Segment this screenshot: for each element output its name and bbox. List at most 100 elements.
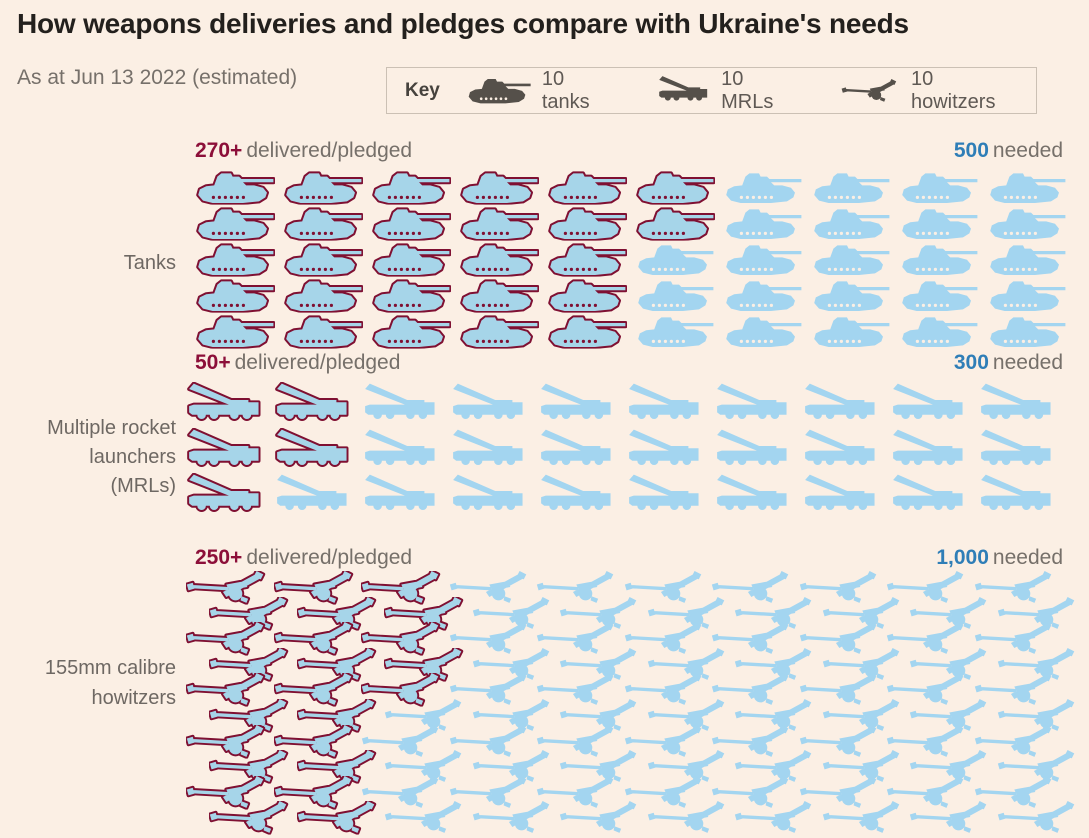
- tank-icon: [466, 77, 532, 105]
- tank-icon-delivered: [283, 171, 363, 205]
- key-item-label: 10 tanks: [541, 67, 590, 113]
- mrl-icon-needed: [538, 473, 616, 517]
- page-title: How weapons deliveries and pledges compa…: [17, 8, 909, 39]
- tank-icon-delivered: [547, 171, 627, 205]
- mrl-icon-needed: [890, 382, 968, 426]
- tank-icon-needed: [899, 171, 979, 205]
- tank-icon-needed: [899, 243, 979, 277]
- tank-icon-delivered: [371, 279, 451, 313]
- mrl-icon-needed: [538, 428, 616, 472]
- tank-icon-needed: [811, 279, 891, 313]
- tank-icon-delivered: [459, 279, 539, 313]
- tank-icon-needed: [899, 315, 979, 349]
- tank-icon-delivered: [371, 171, 451, 205]
- howitzer-icon-needed: [472, 801, 556, 835]
- mrl-icon-needed: [802, 428, 880, 472]
- tank-icon-delivered: [283, 207, 363, 241]
- mrl-icon-needed: [714, 428, 792, 472]
- tank-icon-needed: [723, 207, 803, 241]
- delivered-count: 250+ delivered/pledged: [195, 544, 412, 572]
- section-label-mrls: Multiple rocket launchers (MRLs): [47, 417, 176, 497]
- mrl-icon-needed: [714, 382, 792, 426]
- needed-count: 1,000 needed: [936, 544, 1063, 572]
- key-item-mrls: 10 MRLs: [657, 68, 797, 114]
- key-item-tanks: 10 tanks: [466, 68, 613, 114]
- mrl-icon-needed: [978, 473, 1056, 517]
- tank-icon-needed: [635, 315, 715, 349]
- tank-icon-delivered: [195, 243, 275, 277]
- section-header: 50+ delivered/pledged 300 needed: [0, 349, 1089, 377]
- mrl-icon-needed: [362, 428, 440, 472]
- tank-icon-needed: [635, 279, 715, 313]
- howitzer-icon-needed: [822, 801, 906, 835]
- tank-icon-needed: [987, 207, 1067, 241]
- section-label-tanks: Tanks: [123, 252, 176, 274]
- mrl-icon-needed: [978, 428, 1056, 472]
- tank-icon-needed: [987, 315, 1067, 349]
- tank-icon-needed: [899, 207, 979, 241]
- mrl-icon-needed: [538, 382, 616, 426]
- key-item-label: 10 MRLs: [721, 67, 774, 113]
- mrl-icon-needed: [802, 473, 880, 517]
- legend-key: Key 10 tanks 10 MRLs 10 howitzers: [386, 67, 1037, 114]
- section-header: 270+ delivered/pledged 500 needed: [0, 137, 1089, 165]
- tank-icon-delivered: [283, 279, 363, 313]
- tank-icon-needed: [811, 171, 891, 205]
- mrl-icon-delivered: [186, 473, 264, 517]
- tank-icon-delivered: [459, 171, 539, 205]
- tank-icon-needed: [811, 243, 891, 277]
- key-item-howitzers: 10 howitzers: [841, 68, 1018, 114]
- howitzer-icon-needed: [734, 801, 818, 835]
- mrl-icon: [657, 75, 711, 105]
- tank-icon-delivered: [195, 279, 275, 313]
- needed-suffix: needed: [992, 351, 1063, 374]
- tank-icon-delivered: [283, 315, 363, 349]
- howitzer-icon-needed: [647, 801, 731, 835]
- tank-icon-needed: [987, 243, 1067, 277]
- mrl-icon-delivered: [274, 382, 352, 426]
- needed-count: 500 needed: [954, 137, 1063, 165]
- tank-icon-delivered: [195, 171, 275, 205]
- key-item-label: 10 howitzers: [910, 67, 996, 113]
- delivered-value: 50+: [195, 351, 231, 374]
- mrl-icon-needed: [890, 428, 968, 472]
- needed-suffix: needed: [992, 546, 1063, 569]
- mrl-icon-needed: [626, 473, 704, 517]
- howitzer-icon-needed: [559, 801, 643, 835]
- delivered-suffix: delivered/pledged: [246, 139, 413, 162]
- needed-value: 300: [953, 351, 989, 374]
- tank-icon-delivered: [371, 207, 451, 241]
- tank-icon-delivered: [195, 207, 275, 241]
- tank-icon-delivered: [635, 171, 715, 205]
- needed-count: 300 needed: [954, 349, 1063, 377]
- mrl-icon-needed: [626, 428, 704, 472]
- tank-icon-needed: [811, 315, 891, 349]
- tank-icon-delivered: [547, 279, 627, 313]
- mrl-icon-needed: [450, 382, 528, 426]
- delivered-suffix: delivered/pledged: [246, 546, 413, 569]
- tank-icon-needed: [899, 279, 979, 313]
- needed-suffix: needed: [992, 139, 1063, 162]
- mrl-icon-needed: [890, 473, 968, 517]
- tank-icon-delivered: [547, 315, 627, 349]
- tank-icon-delivered: [371, 315, 451, 349]
- delivered-value: 250+: [195, 546, 243, 569]
- tank-icon-delivered: [283, 243, 363, 277]
- mrl-icon-needed: [450, 428, 528, 472]
- tank-icon-needed: [811, 207, 891, 241]
- mrl-icon-needed: [450, 473, 528, 517]
- delivered-value: 270+: [195, 139, 243, 162]
- howitzer-icon-needed: [997, 801, 1081, 835]
- howitzer-icon: [841, 79, 901, 103]
- tank-icon-delivered: [459, 315, 539, 349]
- section-header: 250+ delivered/pledged 1,000 needed: [0, 544, 1089, 572]
- mrl-icon-needed: [362, 473, 440, 517]
- mrl-icon-needed: [362, 382, 440, 426]
- tank-icon-needed: [635, 243, 715, 277]
- mrl-icon-needed: [802, 382, 880, 426]
- mrl-icon-needed: [978, 382, 1056, 426]
- tank-icon-delivered: [547, 243, 627, 277]
- key-label: Key: [405, 79, 440, 101]
- delivered-count: 50+ delivered/pledged: [195, 349, 400, 377]
